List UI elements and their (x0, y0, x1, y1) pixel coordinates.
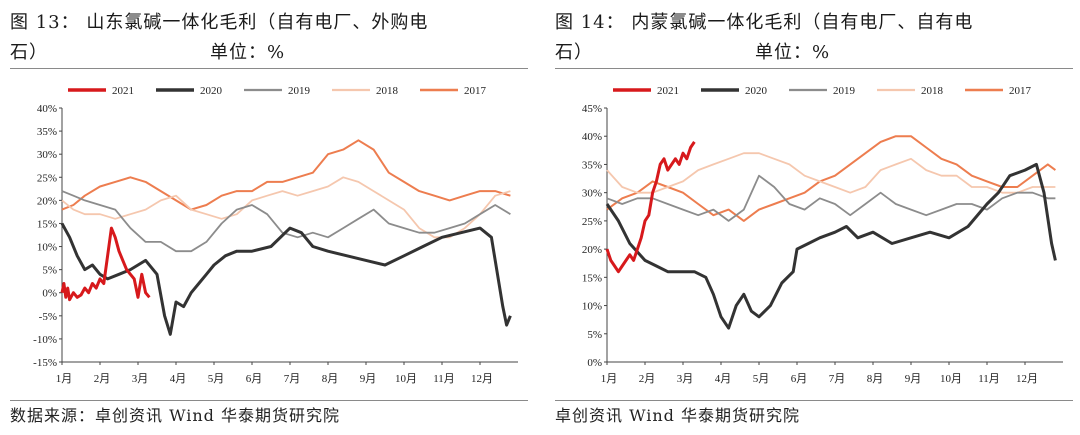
y-tick-label: 30% (582, 188, 602, 200)
x-tick-label: 6月 (791, 373, 808, 385)
unit-label: 单位：% (210, 42, 286, 63)
x-tick-label: 12月 (471, 373, 493, 385)
figure-13: 图 13： 山东氯碱一体化毛利（自有电厂、外购电 石） 单位：% -15% -10… (10, 0, 535, 435)
title-line-2: 石） (10, 42, 48, 63)
legend-label-2017: 2017 (1009, 85, 1032, 97)
y-tick-label: 15% (37, 218, 57, 230)
x-tick-label: 3月 (132, 373, 149, 385)
source-note: 数据来源：卓创资讯 Wind 华泰期货研究院 (10, 406, 341, 425)
y-tick-label: 35% (582, 159, 602, 171)
x-tick-label: 11月 (978, 373, 1000, 385)
x-tick-label: 8月 (867, 373, 884, 385)
chart-shandong-margin: -15% -10% -5% 0% 5% 10% 15% 20% 25% 30% 35% 40% 1月 2月… (33, 85, 518, 385)
x-tick-label: 9月 (905, 373, 922, 385)
legend-label-2018: 2018 (921, 85, 944, 97)
series-line-2020 (605, 162, 1057, 330)
figure-14: 图 14： 内蒙氯碱一体化毛利（自有电厂、自有电 石） 单位：% 0% 5% 10%… (555, 0, 1080, 435)
x-tick-label: 10月 (940, 373, 962, 385)
y-tick-label: 0% (42, 288, 57, 300)
x-tick-label: 1月 (601, 373, 618, 385)
y-tick-label: 5% (42, 265, 57, 277)
title-line-2: 石） (555, 42, 593, 63)
x-tick-label: 4月 (715, 373, 732, 385)
y-tick-label: -10% (33, 334, 57, 346)
chart-neimeng-margin: 0% 5% 10% 15% 20% 25% 30% 35% 40% 45% 1月 2月 3月 4月 5月 6月… (582, 85, 1063, 385)
y-tick-label: 20% (582, 244, 602, 256)
x-tick-label: 3月 (677, 373, 694, 385)
y-tick-label: 40% (37, 103, 57, 115)
unit-label: 单位：% (755, 42, 831, 63)
legend-label-2020: 2020 (745, 85, 768, 97)
y-tick-label: 10% (37, 242, 57, 254)
y-tick-label: -5% (39, 311, 57, 323)
legend-label-2021: 2021 (112, 85, 134, 97)
x-tick-label: 6月 (246, 373, 263, 385)
figure-title: 图 13： 山东氯碱一体化毛利（自有电厂、外购电 石） 单位：% (10, 8, 530, 68)
legend-label-2017: 2017 (464, 85, 487, 97)
y-tick-label: -15% (33, 357, 57, 369)
x-tick-label: 1月 (56, 373, 73, 385)
x-tick-label: 5月 (753, 373, 770, 385)
y-tick-label: 15% (582, 272, 602, 284)
legend-label-2019: 2019 (288, 85, 311, 97)
x-tick-label: 8月 (322, 373, 339, 385)
series-line-2020 (60, 222, 512, 336)
x-tick-label: 9月 (360, 373, 377, 385)
x-tick-label: 2月 (639, 373, 656, 385)
series-line-2019 (61, 190, 511, 253)
x-tick-label: 10月 (395, 373, 417, 385)
series-line-2021 (605, 141, 696, 274)
x-tick-label: 12月 (1016, 373, 1038, 385)
legend-label-2020: 2020 (200, 85, 223, 97)
x-tick-label: 7月 (284, 373, 301, 385)
y-tick-label: 20% (37, 195, 57, 207)
y-tick-label: 30% (37, 149, 57, 161)
title-line-1: 图 14： 内蒙氯碱一体化毛利（自有电厂、自有电 (555, 12, 974, 33)
series-line-2019 (606, 174, 1056, 222)
legend-label-2019: 2019 (833, 85, 856, 97)
title-line-1: 图 13： 山东氯碱一体化毛利（自有电厂、外购电 (10, 12, 429, 33)
x-tick-label: 11月 (433, 373, 455, 385)
y-tick-label: 25% (37, 172, 57, 184)
bottom-rule (555, 400, 1073, 401)
top-rule (10, 68, 528, 69)
legend-label-2018: 2018 (376, 85, 399, 97)
figure-title: 图 14： 内蒙氯碱一体化毛利（自有电厂、自有电 石） 单位：% (555, 8, 1075, 68)
series-line-2017 (61, 139, 511, 211)
source-note: 卓创资讯 Wind 华泰期货研究院 (555, 406, 801, 425)
y-tick-label: 5% (587, 329, 602, 341)
x-tick-label: 4月 (170, 373, 187, 385)
bottom-rule (10, 400, 528, 401)
y-tick-label: 0% (587, 357, 602, 369)
y-tick-label: 10% (582, 301, 602, 313)
top-rule (555, 68, 1073, 69)
y-tick-label: 45% (582, 103, 602, 115)
y-tick-label: 35% (37, 126, 57, 138)
series-line-2021 (60, 226, 151, 302)
x-tick-label: 5月 (208, 373, 225, 385)
series-line-2018 (606, 152, 1056, 194)
x-tick-label: 2月 (94, 373, 111, 385)
legend-label-2021: 2021 (657, 85, 679, 97)
series-line-2018 (61, 176, 511, 239)
y-tick-label: 40% (582, 131, 602, 143)
series-line-2017 (606, 135, 1056, 222)
x-tick-label: 7月 (829, 373, 846, 385)
y-tick-label: 25% (582, 216, 602, 228)
